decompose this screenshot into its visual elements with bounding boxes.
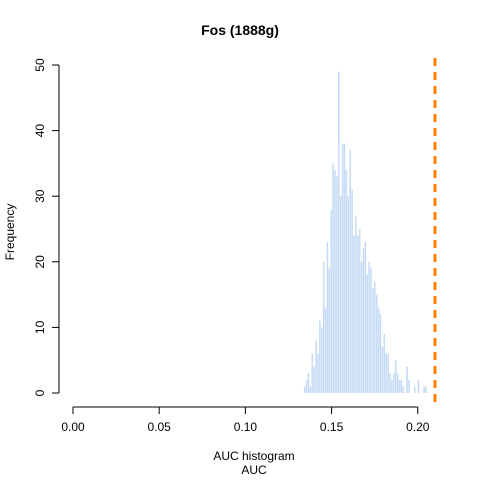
x-axis-label-secondary: AUC: [241, 463, 267, 477]
histogram-bar: [385, 353, 387, 393]
histogram-bar: [360, 261, 363, 393]
histogram-bar: [345, 169, 348, 393]
histogram-bar: [349, 150, 351, 393]
histogram-bar: [381, 347, 384, 393]
histogram-bar: [326, 242, 329, 393]
y-tick-label: 10: [33, 320, 47, 334]
histogram-bar: [336, 176, 338, 393]
histogram-bar: [368, 261, 370, 393]
y-tick-label: 30: [33, 189, 47, 203]
histogram-bar: [309, 386, 312, 393]
histogram-bar: [372, 288, 374, 393]
histogram-bar: [341, 143, 344, 393]
histogram-bar: [355, 215, 357, 393]
histogram-bar: [389, 373, 391, 393]
bars-layer: [303, 71, 427, 393]
y-axis-label: Frequency: [3, 204, 17, 261]
histogram-bar: [320, 327, 323, 393]
histogram-bar: [330, 209, 332, 393]
histogram-bar: [398, 379, 401, 393]
histogram-bar: [303, 386, 306, 393]
histogram-bar: [332, 163, 334, 393]
histogram-bar: [406, 366, 408, 393]
histogram-bar: [362, 248, 365, 393]
histogram-bar: [387, 353, 389, 393]
histogram-bar: [358, 229, 361, 393]
histogram-bar: [319, 320, 321, 393]
histogram-bar: [338, 71, 340, 393]
histogram-bar: [396, 373, 399, 393]
x-tick-label: 0.05: [148, 420, 172, 434]
histogram-bar: [305, 379, 308, 393]
y-tick-label: 20: [33, 255, 47, 269]
histogram-bar: [339, 196, 342, 393]
histogram-bar: [393, 373, 395, 393]
histogram-bar: [315, 340, 317, 393]
histogram-bar: [413, 386, 416, 393]
chart-title: Fos (1888g): [201, 22, 279, 38]
histogram-bar: [374, 281, 376, 393]
histogram-bar: [364, 242, 367, 393]
y-tick-label: 40: [33, 124, 47, 138]
histogram-bar: [311, 353, 314, 393]
histogram-bar: [351, 189, 353, 393]
histogram-bar: [375, 294, 378, 393]
histogram-bar: [377, 307, 380, 393]
histogram-bar: [322, 261, 325, 393]
x-tick-label: 0.00: [61, 420, 85, 434]
histogram-bar: [334, 169, 336, 393]
histogram-bar: [343, 143, 346, 393]
x-axis-label: AUC histogram: [213, 449, 294, 463]
histogram-bar: [402, 386, 405, 393]
histogram-bar: [400, 379, 403, 393]
histogram-bar: [425, 386, 427, 393]
histogram-bar: [328, 268, 331, 393]
histogram-bar: [383, 333, 386, 393]
histogram-bar: [366, 274, 369, 393]
histogram-bar: [391, 379, 393, 393]
histogram-bar: [347, 196, 350, 393]
histogram-bar: [324, 307, 327, 393]
histogram-bar: [317, 353, 319, 393]
histogram-bar: [408, 379, 410, 393]
histogram-bar: [313, 366, 315, 393]
y-tick-label: 0: [33, 389, 47, 396]
histogram-bar: [353, 235, 355, 393]
x-tick-label: 0.20: [406, 420, 430, 434]
y-tick-label: 50: [33, 58, 47, 72]
x-tick-label: 0.10: [234, 420, 258, 434]
histogram-bar: [394, 360, 397, 393]
histogram-bar: [357, 235, 359, 393]
x-tick-label: 0.15: [320, 420, 344, 434]
axes-layer: 0.00 0.05 0.10 0.15 0.20 0 10 20 30 40 50: [33, 58, 430, 434]
histogram-bar: [379, 314, 382, 393]
histogram-bar: [423, 386, 425, 393]
histogram-bar: [307, 373, 310, 393]
histogram-bar: [417, 379, 420, 393]
histogram-bar: [370, 268, 372, 393]
